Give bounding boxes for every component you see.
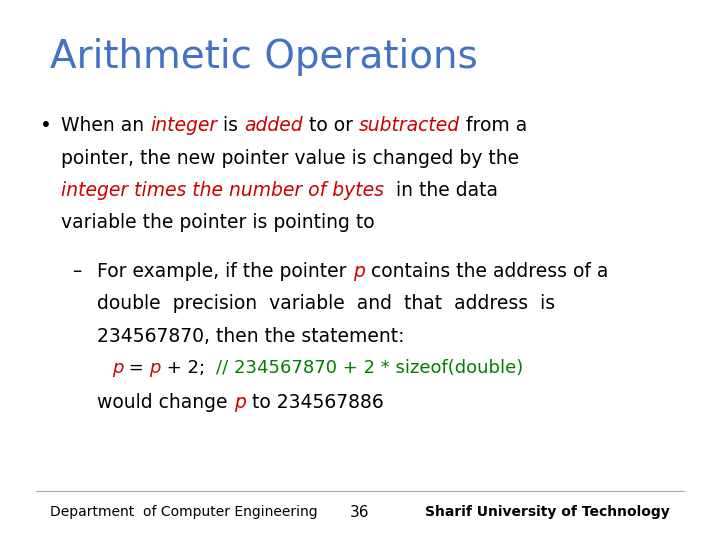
Text: Sharif University of Technology: Sharif University of Technology [425, 505, 670, 519]
Text: to or: to or [303, 116, 359, 135]
Text: contains the address of a: contains the address of a [364, 262, 608, 281]
Text: p: p [150, 359, 161, 377]
Text: variable the pointer is pointing to: variable the pointer is pointing to [61, 213, 375, 232]
Text: For example, if the pointer: For example, if the pointer [97, 262, 353, 281]
Text: double  precision  variable  and  that  address  is: double precision variable and that addre… [97, 294, 555, 313]
Text: Department  of Computer Engineering: Department of Computer Engineering [50, 505, 318, 519]
Text: 234567870, then the statement:: 234567870, then the statement: [97, 327, 405, 346]
Text: p: p [353, 262, 364, 281]
Text: integer times the number of bytes: integer times the number of bytes [61, 181, 384, 200]
Text: p: p [112, 359, 123, 377]
Text: subtracted: subtracted [359, 116, 460, 135]
Text: is: is [217, 116, 245, 135]
Text: from a: from a [460, 116, 528, 135]
Text: to 234567886: to 234567886 [246, 393, 383, 412]
Text: Arithmetic Operations: Arithmetic Operations [50, 38, 478, 76]
Text: –: – [72, 262, 81, 281]
Text: would change: would change [97, 393, 234, 412]
Text: •: • [40, 116, 51, 135]
Text: 36: 36 [350, 505, 370, 520]
Text: integer: integer [150, 116, 217, 135]
Text: in the data: in the data [384, 181, 498, 200]
Text: p: p [234, 393, 246, 412]
Text: When an: When an [61, 116, 150, 135]
Text: // 234567870 + 2 * sizeof(double): // 234567870 + 2 * sizeof(double) [217, 359, 523, 377]
Text: pointer, the new pointer value is changed by the: pointer, the new pointer value is change… [61, 148, 519, 167]
Text: =: = [123, 359, 150, 377]
Text: + 2;: + 2; [161, 359, 217, 377]
Text: added: added [245, 116, 303, 135]
